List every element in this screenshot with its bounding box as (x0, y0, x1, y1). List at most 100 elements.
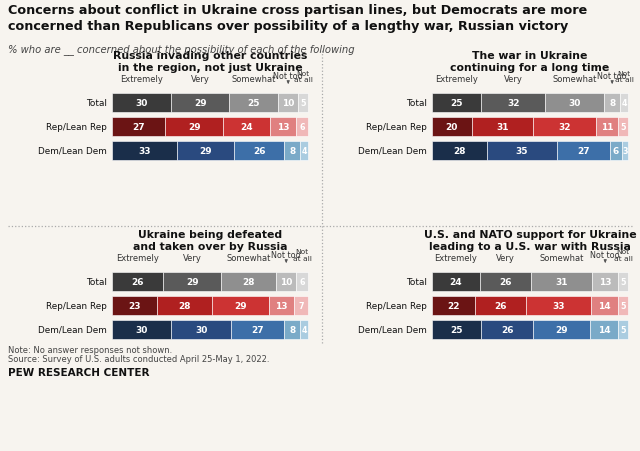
Text: 27: 27 (132, 123, 145, 132)
Bar (300, 320, 308, 339)
Bar (526, 296, 591, 315)
Bar (557, 142, 610, 161)
Bar (432, 118, 472, 137)
Text: 3: 3 (622, 147, 628, 156)
Bar (172, 94, 229, 113)
Text: Total: Total (86, 277, 107, 286)
Text: 6: 6 (300, 277, 305, 286)
Text: 26: 26 (494, 301, 507, 310)
Bar (618, 296, 628, 315)
Text: Extremely: Extremely (435, 253, 477, 262)
Bar (432, 94, 481, 113)
Text: Extremely: Extremely (435, 75, 478, 84)
Bar (618, 320, 628, 339)
Bar (432, 142, 488, 161)
Bar (270, 118, 296, 137)
Bar (479, 272, 531, 291)
Bar (300, 142, 308, 161)
Text: 7: 7 (298, 301, 304, 310)
Bar (533, 118, 596, 137)
Text: 32: 32 (558, 123, 571, 132)
Bar (112, 118, 166, 137)
Text: 24: 24 (449, 277, 462, 286)
Text: 31: 31 (496, 123, 509, 132)
Text: Concerns about conflict in Ukraine cross partisan lines, but Democrats are more
: Concerns about conflict in Ukraine cross… (8, 4, 588, 33)
Bar (163, 272, 221, 291)
Bar (488, 142, 557, 161)
Text: 27: 27 (577, 147, 590, 156)
Text: Not
at all: Not at all (294, 70, 312, 83)
Bar (172, 320, 231, 339)
Bar (618, 118, 628, 137)
Text: U.S. and NATO support for Ukraine
leading to a U.S. war with Russia: U.S. and NATO support for Ukraine leadin… (424, 230, 636, 252)
Text: 5: 5 (620, 123, 626, 132)
Text: Not too: Not too (597, 72, 627, 81)
Bar (112, 94, 172, 113)
Text: 13: 13 (277, 123, 289, 132)
Text: 10: 10 (282, 99, 294, 108)
Bar (223, 118, 270, 137)
Text: Ukraine being defeated
and taken over by Russia: Ukraine being defeated and taken over by… (132, 230, 287, 252)
Text: 30: 30 (568, 99, 580, 108)
Text: 26: 26 (499, 277, 511, 286)
Text: 11: 11 (601, 123, 614, 132)
Bar (596, 118, 618, 137)
Text: 14: 14 (598, 325, 611, 334)
Text: 4: 4 (301, 325, 307, 334)
Bar (481, 320, 533, 339)
Text: 8: 8 (289, 147, 296, 156)
Text: 13: 13 (599, 277, 611, 286)
Text: Source: Survey of U.S. adults conducted April 25-May 1, 2022.: Source: Survey of U.S. adults conducted … (8, 354, 269, 363)
Text: % who are __ concerned about the possibility of each of the following: % who are __ concerned about the possibi… (8, 44, 355, 55)
Text: 20: 20 (445, 123, 458, 132)
Text: Somewhat: Somewhat (552, 75, 596, 84)
Bar (432, 272, 479, 291)
Bar (212, 296, 269, 315)
Bar (591, 296, 618, 315)
Text: 5: 5 (620, 325, 626, 334)
Text: 8: 8 (609, 99, 615, 108)
Text: 30: 30 (136, 99, 148, 108)
Text: Dem/Lean Dem: Dem/Lean Dem (358, 325, 427, 334)
Bar (229, 94, 278, 113)
Bar (112, 142, 177, 161)
Text: 32: 32 (507, 99, 520, 108)
Text: Very: Very (504, 75, 523, 84)
Bar (604, 94, 620, 113)
Text: Total: Total (86, 99, 107, 108)
Bar (298, 94, 308, 113)
Text: 29: 29 (556, 325, 568, 334)
Text: Very: Very (496, 253, 515, 262)
Bar (276, 272, 296, 291)
Bar (620, 94, 628, 113)
Text: Dem/Lean Dem: Dem/Lean Dem (358, 147, 427, 156)
Text: Rep/Lean Rep: Rep/Lean Rep (46, 123, 107, 132)
Text: 30: 30 (136, 325, 148, 334)
Bar (112, 320, 172, 339)
Text: 26: 26 (131, 277, 144, 286)
Text: 26: 26 (253, 147, 265, 156)
Text: Extremely: Extremely (120, 75, 163, 84)
Text: 30: 30 (195, 325, 207, 334)
Text: 29: 29 (194, 99, 207, 108)
Bar (296, 118, 308, 137)
Bar (432, 320, 481, 339)
Text: Rep/Lean Rep: Rep/Lean Rep (46, 301, 107, 310)
Bar (472, 118, 533, 137)
Bar (157, 296, 212, 315)
Text: Dem/Lean Dem: Dem/Lean Dem (38, 147, 107, 156)
Text: Very: Very (183, 253, 202, 262)
Text: 10: 10 (280, 277, 292, 286)
Bar (590, 320, 618, 339)
Text: 6: 6 (300, 123, 305, 132)
Text: Not
at all: Not at all (292, 249, 312, 262)
Bar (284, 320, 300, 339)
Text: Rep/Lean Rep: Rep/Lean Rep (366, 123, 427, 132)
Text: 29: 29 (199, 147, 211, 156)
Text: 25: 25 (247, 99, 260, 108)
Text: 31: 31 (556, 277, 568, 286)
Text: Total: Total (406, 99, 427, 108)
Bar (234, 142, 285, 161)
Text: Somewhat: Somewhat (227, 253, 271, 262)
Bar (166, 118, 223, 137)
